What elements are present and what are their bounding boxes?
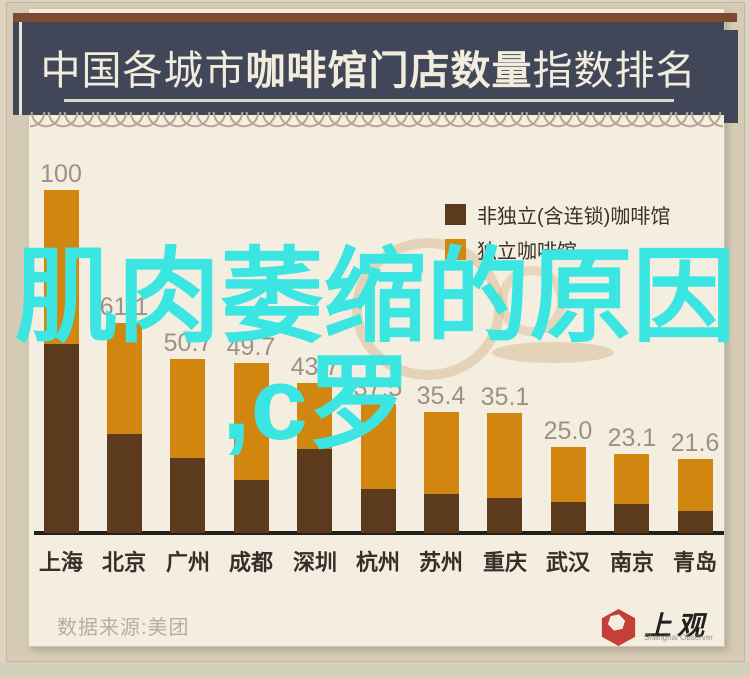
bar-segment-chain [297,449,332,533]
page-title: 中国各城市咖啡馆门店数量指数排名 [13,38,724,96]
x-axis-category-label: 上海 [38,550,83,575]
bar-segment-chain [170,458,205,533]
bar-segment-chain [234,480,269,533]
shanghai-observer-logo: 上观 Shanghai Observer [598,604,728,650]
page-title-suffix: 指数排名 [532,49,697,93]
title-banner: 中国各城市咖啡馆门店数量指数排名 [13,22,724,115]
legend-label-independent: 独立咖啡馆 [477,241,577,263]
bar-segment-independent [107,323,142,434]
title-underline [63,99,674,102]
bar-segment-independent [678,459,713,511]
bar-segment-independent [44,190,79,344]
x-axis-category-label: 广州 [165,550,210,575]
x-axis-category-label: 深圳 [292,550,337,575]
x-axis-category-label: 成都 [228,550,273,575]
bar-segment-chain [107,434,142,533]
page-title-prefix: 中国各城市 [40,49,246,93]
logo-subtext: Shanghai Observer [644,633,713,642]
x-axis-category-label: 南京 [609,550,654,575]
bar-value-label: 35.1 [480,383,530,411]
bar-segment-chain [487,498,522,533]
bar-value-label: 100 [40,160,82,188]
bar-segment-chain [551,502,586,533]
bar-segment-chain [424,494,459,533]
bar-value-label: 50.7 [163,329,213,357]
legend-swatch-chain [445,204,466,225]
x-axis-category-label: 苏州 [418,550,463,575]
bar-segment-chain [361,489,396,533]
bar-value-label: 25.0 [543,417,593,445]
coffee-cup-saucer-icon [492,342,614,363]
x-axis-category-label: 北京 [101,550,146,575]
bar-value-label: 43.7 [290,353,340,381]
bar-segment-independent [424,412,459,494]
scallop-border [30,112,723,152]
bar-segment-independent [170,359,205,458]
bar-segment-chain [678,511,713,533]
x-axis-category-label: 青岛 [672,550,717,575]
x-axis-category-label: 重庆 [482,550,527,575]
bar-segment-independent [297,383,332,449]
data-source-note: 数据来源:美团 [57,617,190,639]
title-banner-shadow [724,30,738,123]
page-title-bold: 咖啡馆门店数量 [245,49,533,93]
coffee-cup-handle-icon [498,266,566,336]
bar-value-label: 37.5 [353,374,403,402]
bar-segment-chain [44,344,79,533]
top-brown-strip [13,13,737,22]
logo-text: 上观 [644,611,710,641]
bar-segment-chain [614,504,649,533]
x-axis-line [34,531,724,535]
bar-segment-independent [614,454,649,504]
legend-label-chain: 非独立(含连锁)咖啡馆 [477,206,671,228]
bar-value-label: 49.7 [226,333,276,361]
bar-value-label: 23.1 [607,424,657,452]
bar-value-label: 21.6 [670,429,720,457]
overlay-watermark-text-line1: 肌肉萎缩的原因 [14,239,736,354]
legend-swatch-independent [445,239,466,260]
legend-item-chain: 非独立(含连锁)咖啡馆 [445,200,670,229]
overlay-watermark-text-line2: ,c罗 [222,346,411,461]
bar-segment-independent [361,404,396,489]
x-axis-category-label: 武汉 [545,550,590,575]
bar-value-label: 61.1 [99,293,149,321]
bar-segment-independent [551,447,586,502]
legend-item-independent: 独立咖啡馆 [445,235,577,264]
bar-segment-independent [487,413,522,498]
bar-value-label: 35.4 [416,382,466,410]
x-axis-category-label: 杭州 [355,550,400,575]
bar-segment-independent [234,363,269,480]
bottom-band [0,662,750,677]
